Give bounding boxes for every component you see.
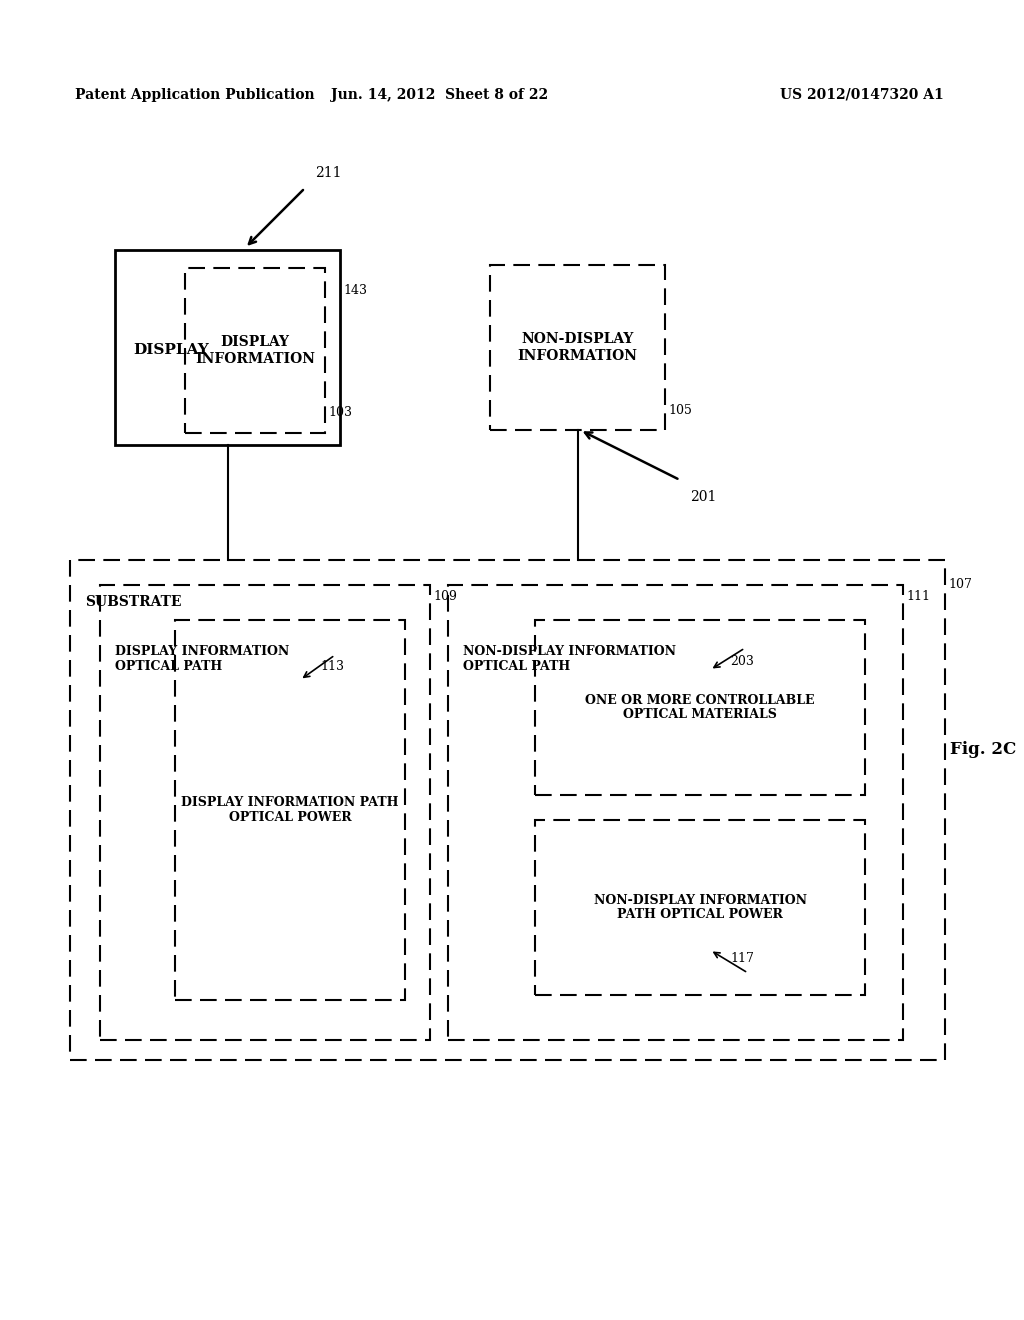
Text: DISPLAY: DISPLAY <box>133 343 209 356</box>
Text: 107: 107 <box>948 578 972 591</box>
Bar <box>70 560 945 1060</box>
Text: US 2012/0147320 A1: US 2012/0147320 A1 <box>780 88 944 102</box>
Bar <box>175 620 406 1001</box>
Text: ONE OR MORE CONTROLLABLE
OPTICAL MATERIALS: ONE OR MORE CONTROLLABLE OPTICAL MATERIA… <box>586 693 815 722</box>
Bar <box>535 820 865 995</box>
Bar <box>490 265 665 430</box>
Text: 203: 203 <box>730 655 754 668</box>
Bar <box>535 620 865 795</box>
Text: NON-DISPLAY
INFORMATION: NON-DISPLAY INFORMATION <box>517 333 638 363</box>
Text: 201: 201 <box>690 490 717 504</box>
Text: SUBSTRATE: SUBSTRATE <box>85 595 181 609</box>
Text: DISPLAY INFORMATION
OPTICAL PATH: DISPLAY INFORMATION OPTICAL PATH <box>115 645 289 673</box>
Bar <box>115 249 340 445</box>
Text: 117: 117 <box>730 952 754 965</box>
Text: 143: 143 <box>343 284 367 297</box>
Text: Patent Application Publication: Patent Application Publication <box>75 88 314 102</box>
Text: DISPLAY INFORMATION PATH
OPTICAL POWER: DISPLAY INFORMATION PATH OPTICAL POWER <box>181 796 398 824</box>
Text: 105: 105 <box>668 404 692 417</box>
Bar <box>449 585 903 1040</box>
Bar <box>100 585 430 1040</box>
Text: DISPLAY
INFORMATION: DISPLAY INFORMATION <box>195 335 315 366</box>
Text: 113: 113 <box>319 660 344 673</box>
Bar <box>185 268 325 433</box>
Text: 111: 111 <box>906 590 930 603</box>
Text: 211: 211 <box>315 166 341 180</box>
Text: 109: 109 <box>433 590 457 603</box>
Text: Jun. 14, 2012  Sheet 8 of 22: Jun. 14, 2012 Sheet 8 of 22 <box>332 88 549 102</box>
Text: 103: 103 <box>328 407 352 420</box>
Text: Fig. 2C: Fig. 2C <box>950 742 1016 759</box>
Text: NON-DISPLAY INFORMATION
PATH OPTICAL POWER: NON-DISPLAY INFORMATION PATH OPTICAL POW… <box>594 894 807 921</box>
Text: NON-DISPLAY INFORMATION
OPTICAL PATH: NON-DISPLAY INFORMATION OPTICAL PATH <box>463 645 676 673</box>
